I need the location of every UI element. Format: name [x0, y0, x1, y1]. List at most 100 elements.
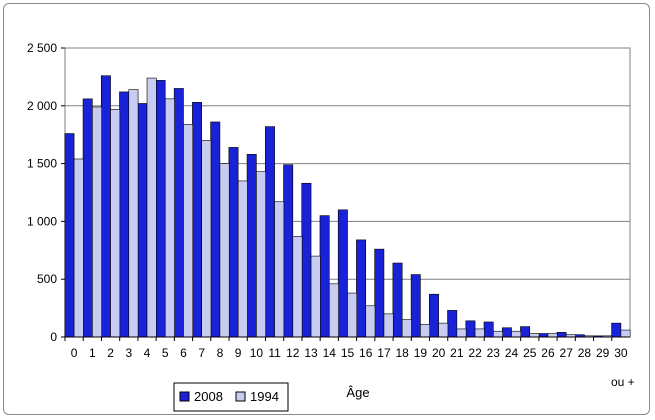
bar-2008-age-22 [465, 320, 476, 338]
legend-label-2008: 2008 [194, 389, 223, 404]
bar-2008-age-26 [538, 333, 549, 338]
bar-1994-age-18 [401, 319, 412, 338]
bar-1994-age-19 [420, 323, 430, 338]
x-tick-label-26: 26 [541, 346, 555, 360]
bar-2008-age-25 [520, 326, 531, 338]
bar-2008-age-16 [356, 239, 367, 338]
legend: 2008 1994 [173, 382, 289, 412]
x-tick-label-5: 5 [162, 346, 169, 360]
bar-2008-age-1 [82, 98, 93, 338]
bar-2008-age-17 [374, 248, 385, 338]
legend-swatch-1994 [235, 391, 246, 402]
x-tick-label-8: 8 [217, 346, 224, 360]
y-tick-label: 1 000 [27, 214, 57, 228]
y-axis-ticks: 0 500 1 000 1 500 2 000 2 500 [27, 41, 65, 344]
bar-1994-age-11 [274, 201, 285, 338]
x-tick-label-23: 23 [487, 346, 501, 360]
bar-1994-age-5 [164, 98, 175, 338]
x-tick-label-22: 22 [468, 346, 482, 360]
bar-1994-age-23 [493, 330, 503, 338]
x-tick-label-15: 15 [341, 346, 355, 360]
x-tick-label-9: 9 [235, 346, 242, 360]
bar-2008-age-19 [410, 274, 421, 338]
y-tick-label: 0 [50, 330, 57, 344]
x-tick-label-24: 24 [505, 346, 519, 360]
bar-2008-age-8 [210, 121, 221, 338]
x-tick-label-0: 0 [71, 346, 78, 360]
x-tick-label-18: 18 [396, 346, 410, 360]
bar-1994-age-0 [73, 158, 84, 338]
bar-2008-age-11 [264, 126, 275, 338]
bar-1994-age-26 [547, 333, 558, 338]
x-tick-label-7: 7 [198, 346, 205, 360]
y-tick-label: 2 000 [27, 99, 57, 113]
legend-label-1994: 1994 [250, 389, 279, 404]
bar-2008-age-12 [283, 164, 294, 338]
x-tick-label-11: 11 [268, 346, 281, 360]
x-tick-label-29: 29 [596, 346, 610, 360]
x-tick-label-14: 14 [323, 346, 337, 360]
bar-1994-age-21 [456, 328, 467, 338]
bar-2008-age-4 [137, 103, 148, 338]
bar-2008-age-14 [319, 215, 330, 338]
x-tick-label-6: 6 [180, 346, 187, 360]
bar-2008-age-21 [447, 310, 458, 338]
y-tick-label: 2 500 [27, 41, 57, 55]
legend-box [173, 382, 289, 412]
x-tick-label-12: 12 [286, 346, 300, 360]
bar-2008-age-0 [64, 133, 75, 338]
bar-1994-age-4 [146, 77, 157, 338]
bar-2008-age-18 [392, 262, 403, 338]
bar-1994-age-8 [219, 163, 230, 338]
bar-1994-age-30 [620, 329, 631, 338]
x-tick-label-16: 16 [359, 346, 373, 360]
bar-1994-age-13 [310, 255, 321, 338]
bar-2008-age-24 [501, 327, 512, 338]
bar-2008-age-2 [100, 75, 111, 338]
x-tick-label-28: 28 [578, 346, 592, 360]
bar-2008-age-23 [483, 321, 494, 338]
bar-2008-age-6 [173, 88, 184, 338]
bars [64, 75, 631, 338]
x-axis-ticks: 0 1 2 3 4 5 6 7 8 9 10 11 12 13 14 15 16 17 18 19 20 21 22 23 24… [64, 336, 630, 360]
x-tick-label-1: 1 [89, 346, 96, 360]
x-tick-label-17: 17 [377, 346, 391, 360]
bar-2008-age-15 [337, 209, 348, 338]
bar-1994-age-2 [110, 108, 121, 338]
bar-2008-age-20 [429, 293, 439, 338]
bar-1994-age-24 [511, 330, 522, 338]
x-tick-label-21: 21 [450, 346, 464, 360]
bar-1994-age-14 [328, 283, 339, 338]
x-tick-label-3: 3 [125, 346, 132, 360]
bar-1994-age-3 [128, 89, 139, 338]
x-tick-label-2: 2 [107, 346, 114, 360]
bar-2008-age-9 [228, 147, 239, 338]
bar-1994-age-6 [183, 124, 194, 338]
bar-1994-age-1 [92, 106, 102, 338]
legend-swatch-2008 [179, 391, 190, 402]
x-axis-title: Âge [346, 385, 369, 400]
x-tick-label-10: 10 [250, 346, 264, 360]
x-tick-label-30: 30 [614, 346, 628, 360]
x-tick-label-25: 25 [523, 346, 537, 360]
x-tick-label-20: 20 [432, 346, 446, 360]
bar-1994-age-20 [438, 322, 449, 338]
y-tick-label: 500 [37, 272, 57, 286]
bar-2008-age-27 [556, 332, 567, 338]
bar-2008-age-3 [119, 91, 130, 338]
bar-1994-age-7 [201, 140, 212, 338]
bar-1994-age-10 [256, 171, 266, 338]
bar-2008-age-5 [155, 80, 166, 338]
bar-1994-age-15 [347, 292, 358, 338]
last-category-suffix: ou + [611, 375, 635, 389]
bar-2008-age-10 [246, 154, 257, 338]
bar-1994-age-25 [529, 333, 540, 338]
y-tick-label: 1 500 [27, 157, 57, 171]
bar-1994-age-16 [365, 305, 376, 338]
x-tick-label-19: 19 [414, 346, 428, 360]
bar-1994-age-17 [383, 313, 394, 338]
bar-1994-age-9 [237, 180, 248, 338]
bar-2008-age-30 [611, 322, 622, 338]
bar-1994-age-22 [474, 328, 485, 338]
x-tick-label-4: 4 [144, 346, 151, 360]
